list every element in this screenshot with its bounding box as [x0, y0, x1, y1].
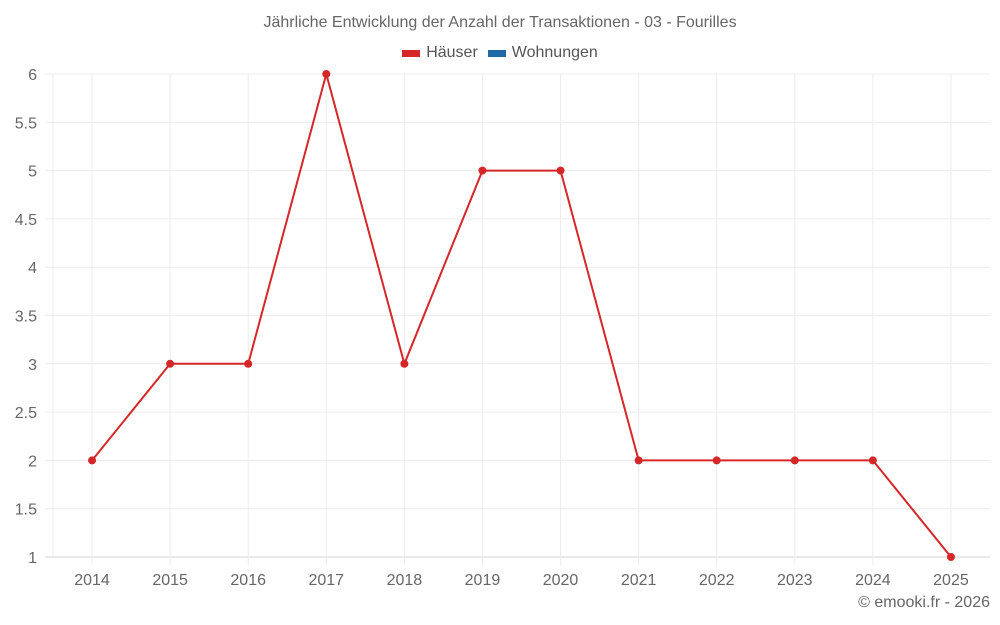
- x-tick-label: 2018: [387, 572, 423, 589]
- y-tick-label: 2: [28, 453, 37, 470]
- data-point[interactable]: [712, 456, 721, 465]
- legend: Häuser Wohnungen: [0, 44, 1000, 62]
- x-tick-label: 2022: [699, 572, 735, 589]
- legend-label-wohnungen: Wohnungen: [511, 44, 598, 61]
- data-point[interactable]: [790, 456, 799, 465]
- data-point[interactable]: [634, 456, 643, 465]
- chart-title: Jährliche Entwicklung der Anzahl der Tra…: [263, 14, 737, 31]
- data-point[interactable]: [400, 359, 409, 368]
- x-tick-label: 2014: [74, 572, 110, 589]
- x-tick-label: 2021: [621, 572, 657, 589]
- legend-swatch-haeuser: [402, 49, 421, 57]
- gridlines: [45, 73, 990, 565]
- data-point[interactable]: [556, 166, 565, 175]
- y-tick-label: 2.5: [15, 405, 37, 422]
- y-tick-label: 4.5: [15, 212, 37, 229]
- y-tick-label: 1: [28, 550, 37, 567]
- series-line: [91, 70, 952, 558]
- x-tick-label: 2023: [777, 572, 813, 589]
- x-tick-label: 2025: [933, 572, 969, 589]
- data-point[interactable]: [478, 166, 487, 175]
- x-tick-label: 2019: [465, 572, 501, 589]
- x-tick-label: 2016: [230, 572, 266, 589]
- x-axis: 2014 2015 2016 2017 2018 2019 2020 2021 2022 2023…: [74, 572, 969, 589]
- credit-text: © emooki.fr - 2026: [858, 594, 990, 611]
- y-tick-label: 3: [28, 357, 37, 374]
- data-point[interactable]: [946, 553, 955, 561]
- y-tick-label: 5: [28, 164, 37, 181]
- legend-item-haeuser[interactable]: Häuser: [402, 44, 478, 62]
- legend-item-wohnungen[interactable]: Wohnungen: [487, 44, 598, 62]
- data-point[interactable]: [166, 359, 175, 368]
- y-tick-label: 5.5: [15, 115, 37, 132]
- y-tick-label: 1.5: [15, 502, 37, 519]
- y-tick-label: 3.5: [15, 309, 37, 326]
- data-point[interactable]: [88, 456, 97, 465]
- x-tick-label: 2017: [308, 572, 344, 589]
- data-point[interactable]: [322, 70, 331, 78]
- x-tick-label: 2015: [152, 572, 188, 589]
- y-tick-label: 4: [28, 260, 37, 277]
- y-tick-label: 6: [28, 67, 37, 84]
- x-tick-label: 2024: [855, 572, 891, 589]
- series-haeuser: [88, 70, 955, 561]
- legend-swatch-wohnungen: [487, 49, 506, 57]
- data-point[interactable]: [868, 456, 877, 465]
- x-tick-label: 2020: [543, 572, 579, 589]
- legend-label-haeuser: Häuser: [426, 44, 478, 61]
- data-point[interactable]: [244, 359, 253, 368]
- y-axis: 1 1.5 2 2.5 3 3.5 4 4.5 5 5.5 6: [15, 67, 37, 567]
